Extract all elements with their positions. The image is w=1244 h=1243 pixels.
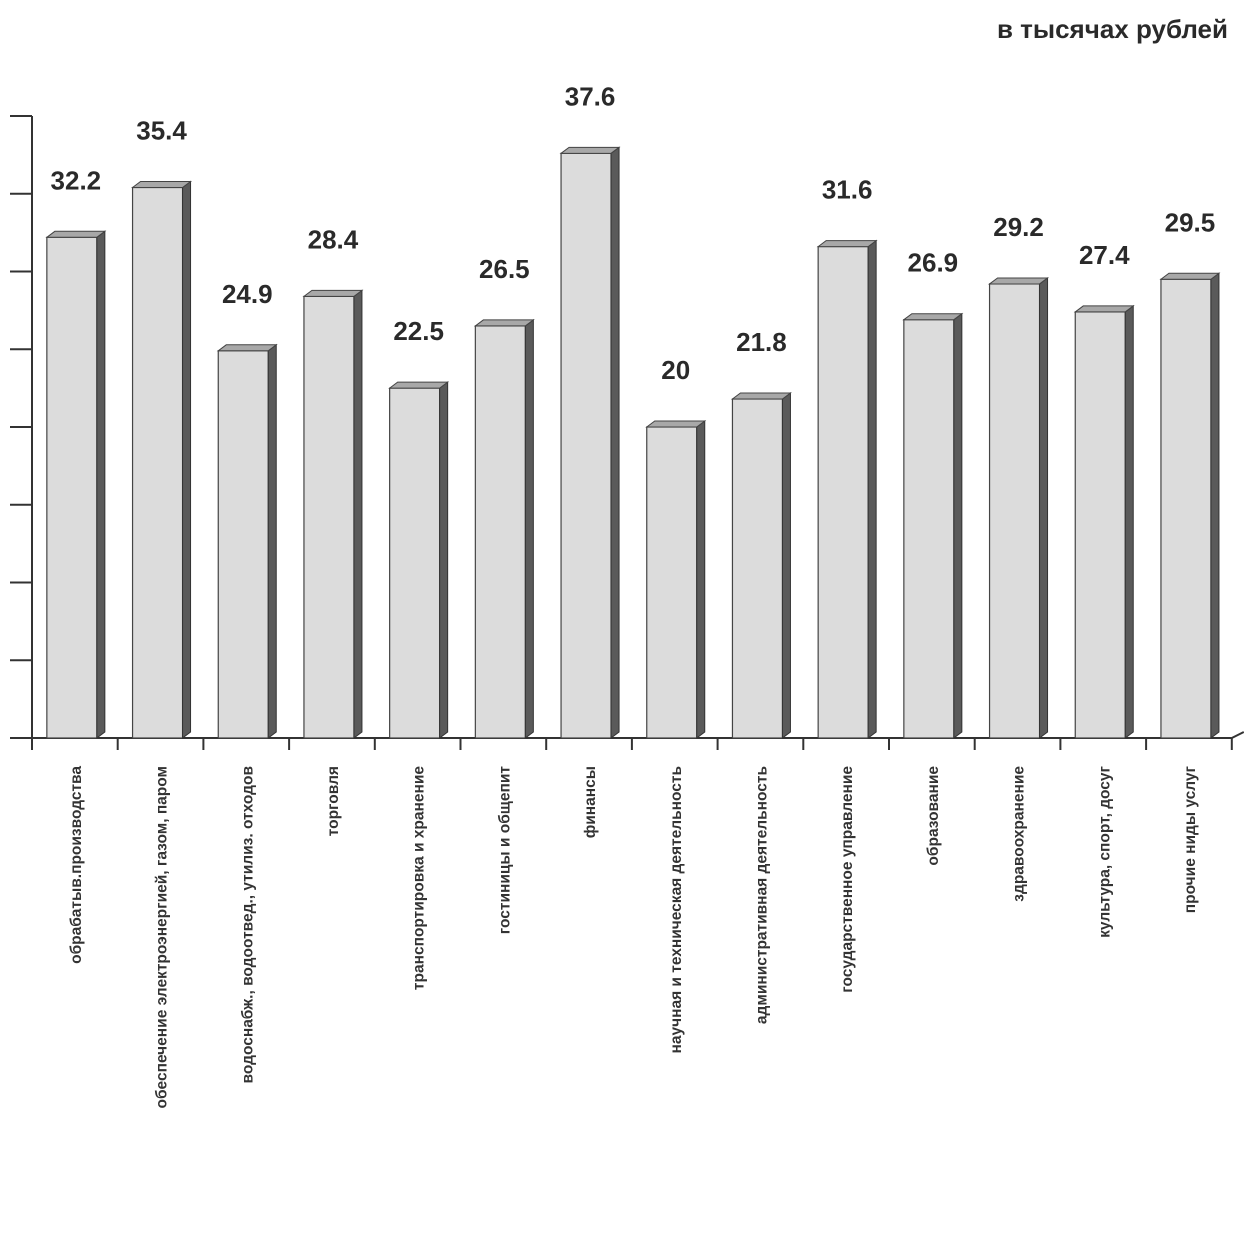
value-label: 24.9	[222, 279, 273, 309]
category-label: гостиницы и общепит	[496, 766, 513, 935]
bar-front	[389, 387, 441, 739]
category-label: образование	[925, 766, 942, 866]
value-label: 26.9	[908, 248, 959, 278]
value-label: 32.2	[51, 165, 102, 195]
bar	[473, 318, 535, 739]
bar	[1073, 304, 1135, 739]
bar	[388, 381, 450, 739]
category-label: научная и техническая деятельность	[668, 766, 685, 1054]
bar-top	[645, 420, 707, 428]
bar-side	[867, 239, 877, 739]
bar-side	[267, 343, 277, 739]
category-label: административная деятельность	[753, 766, 770, 1024]
bar-side	[696, 420, 706, 739]
bar	[1159, 272, 1221, 739]
bar	[816, 239, 878, 739]
bar-side	[781, 392, 791, 739]
value-label: 22.5	[393, 316, 444, 346]
bar	[645, 420, 707, 739]
bar	[45, 230, 107, 739]
bar-front	[560, 152, 612, 739]
bar-top	[216, 344, 278, 352]
bar-top	[1159, 272, 1221, 280]
bar-front	[474, 325, 526, 739]
category-label: обрабатыв.производства	[68, 766, 85, 964]
unit-label: в тысячах рублей	[997, 14, 1228, 44]
category-label: транспортировка и хранение	[411, 766, 428, 990]
bar-side	[1210, 272, 1220, 739]
category-label: обеспечение электроэнергией, газом, паро…	[154, 766, 171, 1109]
value-label: 31.6	[822, 175, 873, 205]
bars	[45, 146, 1221, 739]
value-label: 21.8	[736, 327, 787, 357]
value-label: 27.4	[1079, 240, 1130, 270]
category-label: культура, спорт, досуг	[1096, 765, 1113, 937]
category-labels: обрабатыв.производства обеспечение электр…	[68, 765, 1199, 1108]
value-label: 26.5	[479, 254, 530, 284]
bar	[302, 289, 364, 739]
bar-side	[182, 180, 192, 739]
bar-front	[988, 283, 1041, 739]
bar-front	[303, 295, 355, 739]
category-label: здравоохранение	[1011, 766, 1028, 902]
bar-front	[131, 186, 184, 739]
x-axis-depth-line	[1231, 731, 1244, 739]
category-label: торговля	[325, 766, 342, 836]
bar-top	[988, 277, 1050, 285]
bar-side	[524, 318, 534, 739]
value-label: 29.5	[1165, 207, 1216, 237]
bar-top	[816, 240, 878, 248]
bar-top	[902, 313, 964, 321]
bar-top	[388, 381, 450, 389]
value-label: 35.4	[136, 116, 187, 146]
bar-side	[96, 230, 106, 739]
bar-side	[439, 381, 449, 739]
bar-side	[1124, 304, 1134, 739]
value-label: 20	[661, 355, 690, 385]
category-label: финансы	[582, 766, 599, 838]
value-labels: 32.2 35.4 24.9 28.4 22.5 26.5 37.6 20 21.8 31.6 26…	[51, 81, 1216, 385]
bar	[216, 343, 278, 739]
bar-side	[353, 289, 363, 739]
bar-top	[1073, 305, 1135, 313]
bar	[902, 312, 964, 739]
value-label: 29.2	[993, 212, 1044, 242]
category-label: государственное управление	[839, 766, 856, 993]
bar-front	[1074, 311, 1126, 739]
category-label: прочие ниды услуг	[1182, 765, 1199, 913]
bar	[988, 276, 1050, 739]
bar-front	[646, 426, 698, 739]
bar-top	[730, 392, 792, 400]
category-label: водоснабж., водоотвед., утилиз. отходов	[239, 766, 256, 1083]
bar-side	[610, 146, 620, 739]
bar-side	[1039, 276, 1049, 739]
bar	[559, 146, 621, 739]
bar-front	[903, 319, 955, 739]
bar-top	[131, 181, 193, 189]
value-label: 28.4	[308, 224, 359, 254]
axes	[10, 115, 1244, 750]
bar-side	[953, 312, 963, 739]
bar-front	[731, 398, 784, 739]
bar-top	[559, 146, 621, 154]
bar-top	[45, 230, 107, 238]
bar-top	[302, 289, 364, 297]
bar-front	[817, 246, 869, 739]
bar-top	[473, 319, 535, 327]
bar-front	[46, 236, 98, 739]
value-label: 37.6	[565, 81, 616, 111]
bar-front	[1160, 278, 1212, 739]
bar	[131, 180, 193, 739]
bar-front	[217, 350, 269, 739]
bar	[730, 392, 792, 739]
